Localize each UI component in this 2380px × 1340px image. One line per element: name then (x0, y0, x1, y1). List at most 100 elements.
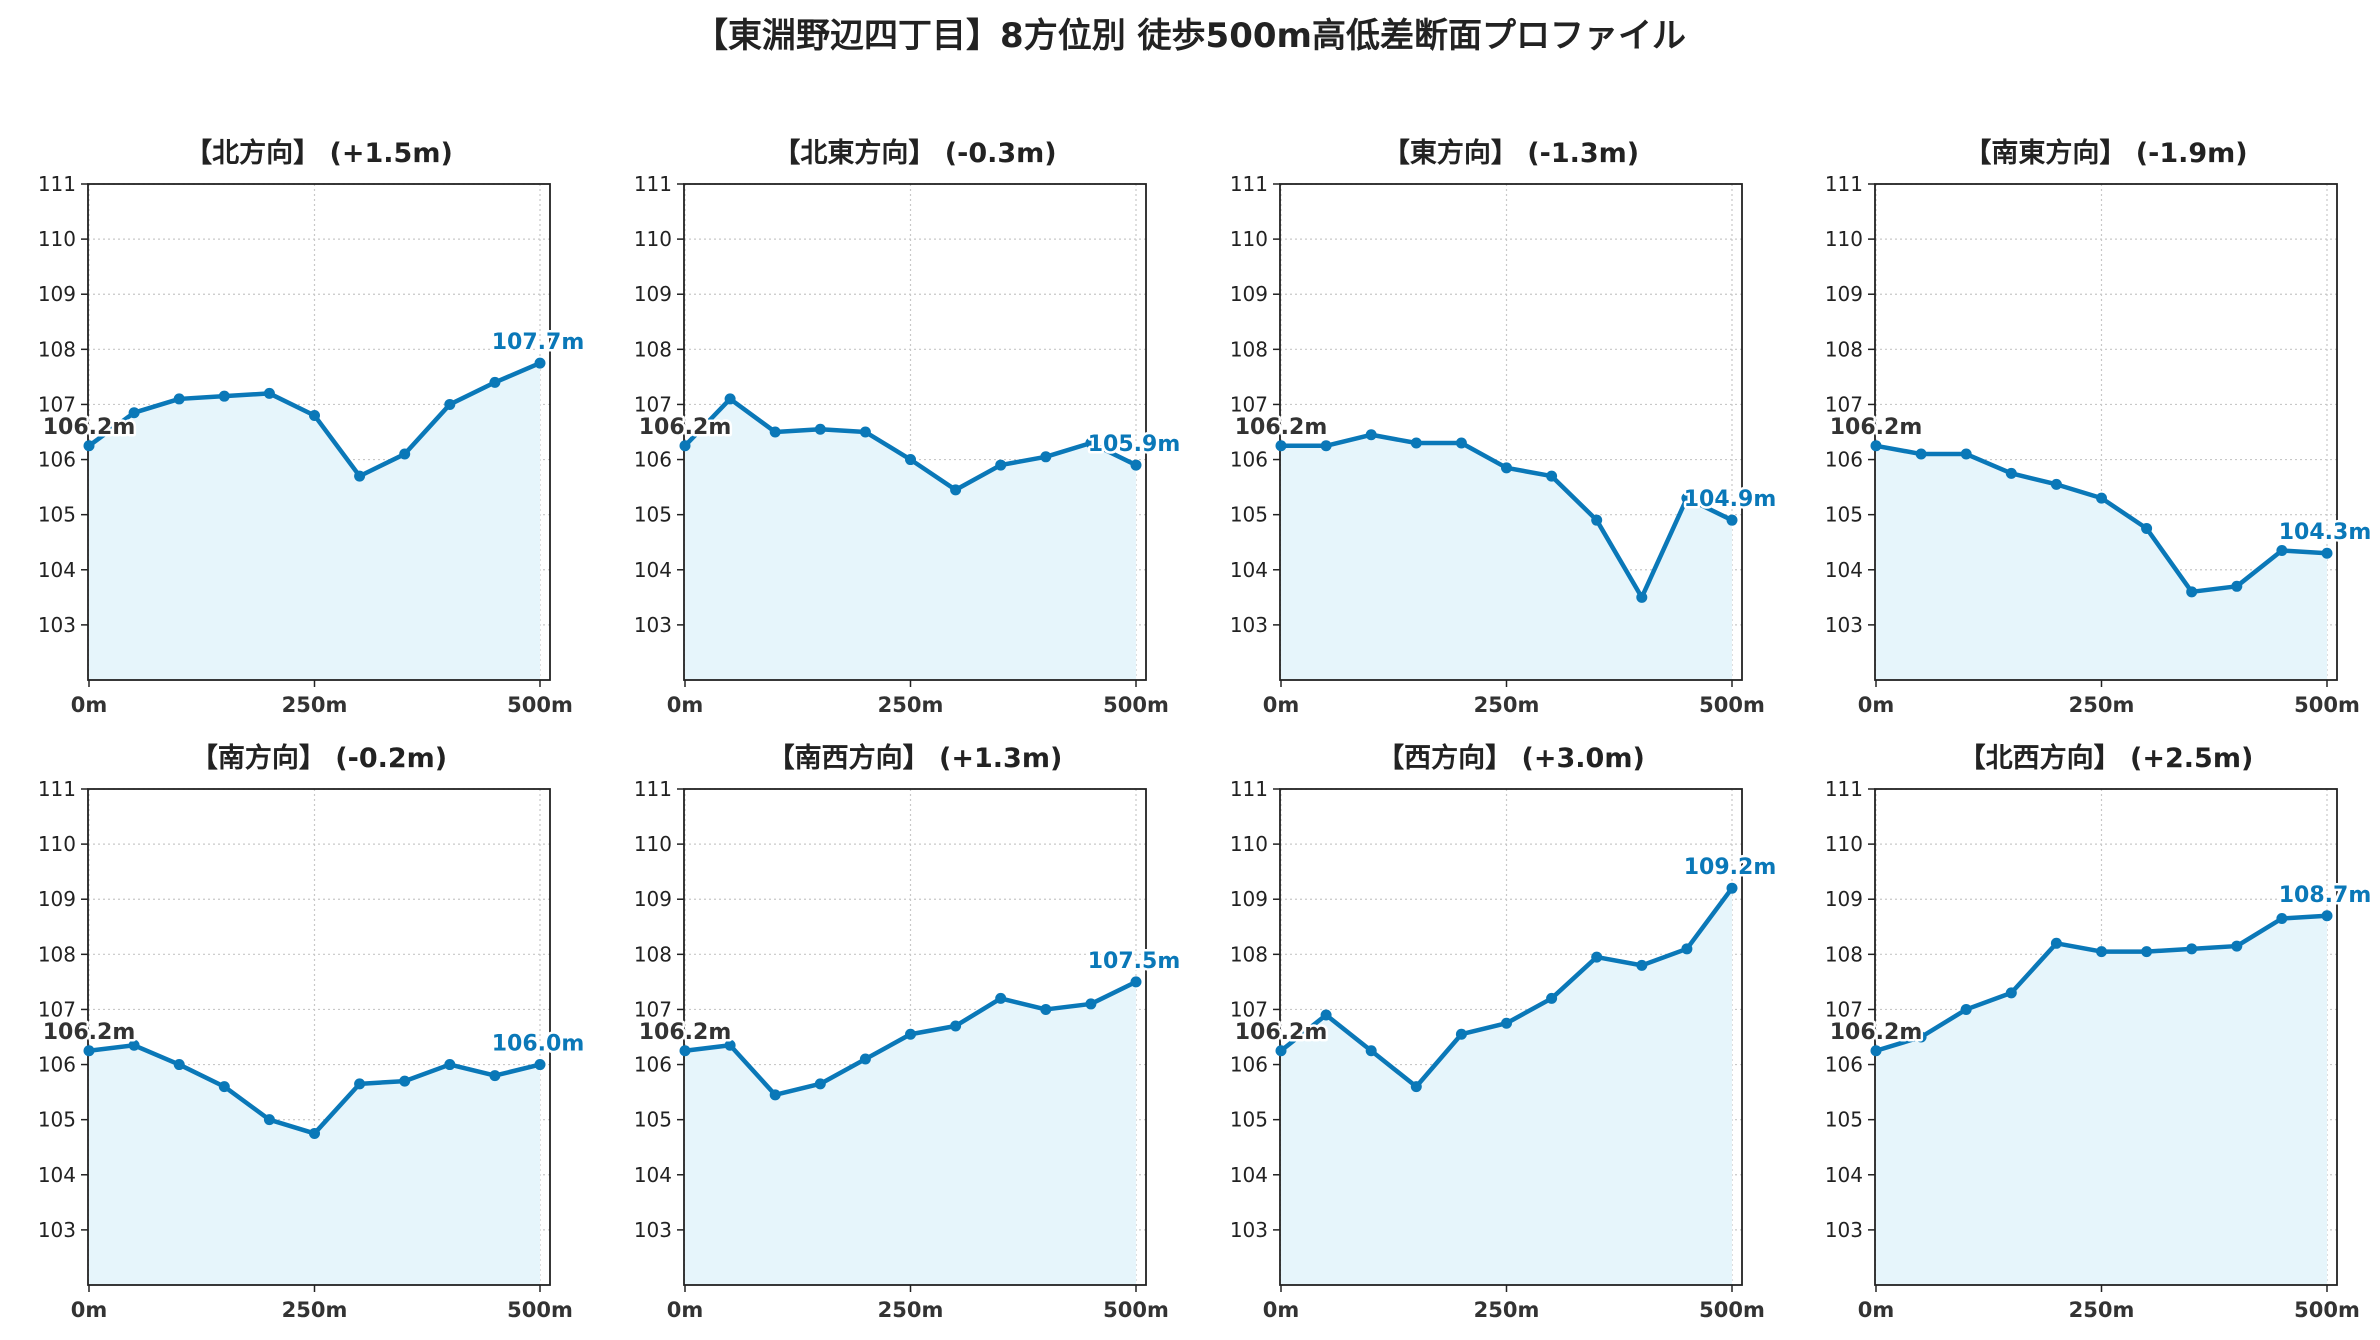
profile-point (2005, 987, 2017, 999)
plot-frame (1874, 183, 2338, 681)
y-tick-label: 106 (634, 1053, 672, 1077)
y-tick-label: 108 (38, 942, 76, 966)
chart-panel-3: 【東方向】 (-1.3m) 103 104 105 106 107 108 109 110 111… (1230, 137, 1779, 717)
profile-point (1040, 451, 1052, 463)
profile-point (2186, 586, 2198, 598)
profile-point (218, 390, 230, 402)
y-tick-label: 111 (634, 777, 672, 801)
chart-main-title: 【東淵野辺四丁目】8方位別 徒歩500m高低差断面プロファイル (694, 16, 1686, 56)
x-tick-label: 500m (1103, 693, 1169, 717)
y-tick-label: 103 (38, 613, 76, 637)
y-tick-label: 110 (1825, 832, 1863, 856)
profile-point (1455, 1028, 1467, 1040)
profile-point (1501, 1017, 1512, 1029)
profile-point (83, 440, 95, 452)
y-tick-label: 104 (634, 1163, 672, 1187)
profile-area (89, 363, 540, 680)
y-tick-label: 111 (38, 172, 76, 196)
profile-point (1681, 492, 1693, 504)
profile-point (2096, 492, 2107, 504)
panel-title: 【北西方向】 (+2.5m) (1959, 742, 2254, 774)
profile-point (1591, 951, 1603, 963)
profile-point (2231, 940, 2243, 952)
start-elevation-label: 106.2m (639, 415, 732, 440)
profile-point (1410, 1081, 1422, 1093)
y-tick-label: 110 (634, 227, 672, 251)
profile-point (724, 1039, 736, 1051)
profile-area (1281, 888, 1732, 1285)
y-tick-label: 110 (634, 832, 672, 856)
profile-point (218, 1081, 230, 1093)
profile-point (2141, 946, 2153, 958)
y-tick-label: 105 (38, 1108, 76, 1132)
start-elevation-label: 106.2m (1830, 1020, 1923, 1045)
y-tick-label: 106 (38, 1053, 76, 1077)
profile-point (2186, 943, 2198, 955)
plot-frame (1279, 788, 1743, 1286)
profile-point (679, 1045, 691, 1057)
panel-title: 【東方向】 (-1.3m) (1383, 137, 1639, 169)
y-tick-label: 104 (38, 558, 76, 582)
x-tick-label: 0m (667, 1298, 704, 1322)
y-tick-label: 107 (38, 392, 76, 416)
y-tick-label: 111 (1230, 172, 1268, 196)
profile-point (1546, 470, 1558, 482)
profile-point (1591, 514, 1603, 526)
profile-point (995, 992, 1007, 1004)
profile-point (1726, 882, 1738, 894)
profile-point (1726, 514, 1738, 526)
y-tick-label: 107 (634, 392, 672, 416)
profile-point (859, 426, 871, 438)
plot-frame (1874, 788, 2338, 1286)
profile-area (89, 1045, 540, 1285)
chart-panel-2: 【北東方向】 (-0.3m) 103 104 105 106 107 108 109 110 11… (634, 137, 1183, 717)
panel-title: 【南西方向】 (+1.3m) (768, 742, 1063, 774)
y-tick-label: 110 (1825, 227, 1863, 251)
y-tick-label: 103 (38, 1218, 76, 1242)
profile-point (2276, 544, 2288, 556)
profile-point (2276, 913, 2288, 925)
profile-point (814, 1078, 826, 1090)
profile-point (950, 1020, 962, 1032)
y-tick-label: 105 (634, 503, 672, 527)
x-tick-label: 500m (1699, 1298, 1765, 1322)
x-tick-label: 500m (2294, 693, 2360, 717)
y-tick-label: 106 (1230, 1053, 1268, 1077)
y-tick-label: 103 (1825, 613, 1863, 637)
profile-point (1085, 437, 1097, 449)
y-tick-label: 105 (634, 1108, 672, 1132)
end-elevation-label: 108.7m (2279, 883, 2372, 908)
x-tick-label: 250m (878, 693, 944, 717)
x-tick-label: 250m (282, 693, 348, 717)
profile-point (534, 357, 546, 369)
profile-point (1681, 943, 1693, 955)
profile-point (2005, 467, 2017, 479)
end-elevation-label: 104.3m (2279, 520, 2372, 545)
y-tick-label: 111 (38, 777, 76, 801)
y-tick-label: 106 (38, 448, 76, 472)
x-tick-label: 0m (1858, 1298, 1895, 1322)
y-tick-label: 107 (634, 997, 672, 1021)
profile-point (1275, 1045, 1287, 1057)
y-tick-label: 110 (1230, 227, 1268, 251)
panel-title: 【南東方向】 (-1.9m) (1964, 137, 2247, 169)
profile-point (1915, 448, 1927, 460)
profile-point (769, 426, 781, 438)
profile-point (995, 459, 1007, 471)
y-tick-label: 103 (634, 613, 672, 637)
y-tick-label: 107 (1825, 997, 1863, 1021)
profile-point (1410, 437, 1422, 449)
profile-point (679, 440, 691, 452)
chart-panel-5: 【南方向】 (-0.2m) 103 104 105 106 107 108 109 110 111… (38, 742, 587, 1322)
y-tick-label: 105 (1825, 503, 1863, 527)
chart-panel-7: 【西方向】 (+3.0m) 103 104 105 106 107 108 109 110 111… (1230, 742, 1779, 1322)
profile-point (444, 398, 456, 410)
profile-point (1320, 440, 1332, 452)
x-tick-label: 0m (71, 693, 108, 717)
profile-point (1960, 448, 1972, 460)
x-tick-label: 0m (1858, 693, 1895, 717)
profile-point (1130, 459, 1142, 471)
end-elevation-label: 107.5m (1088, 949, 1181, 974)
profile-point (724, 393, 736, 405)
